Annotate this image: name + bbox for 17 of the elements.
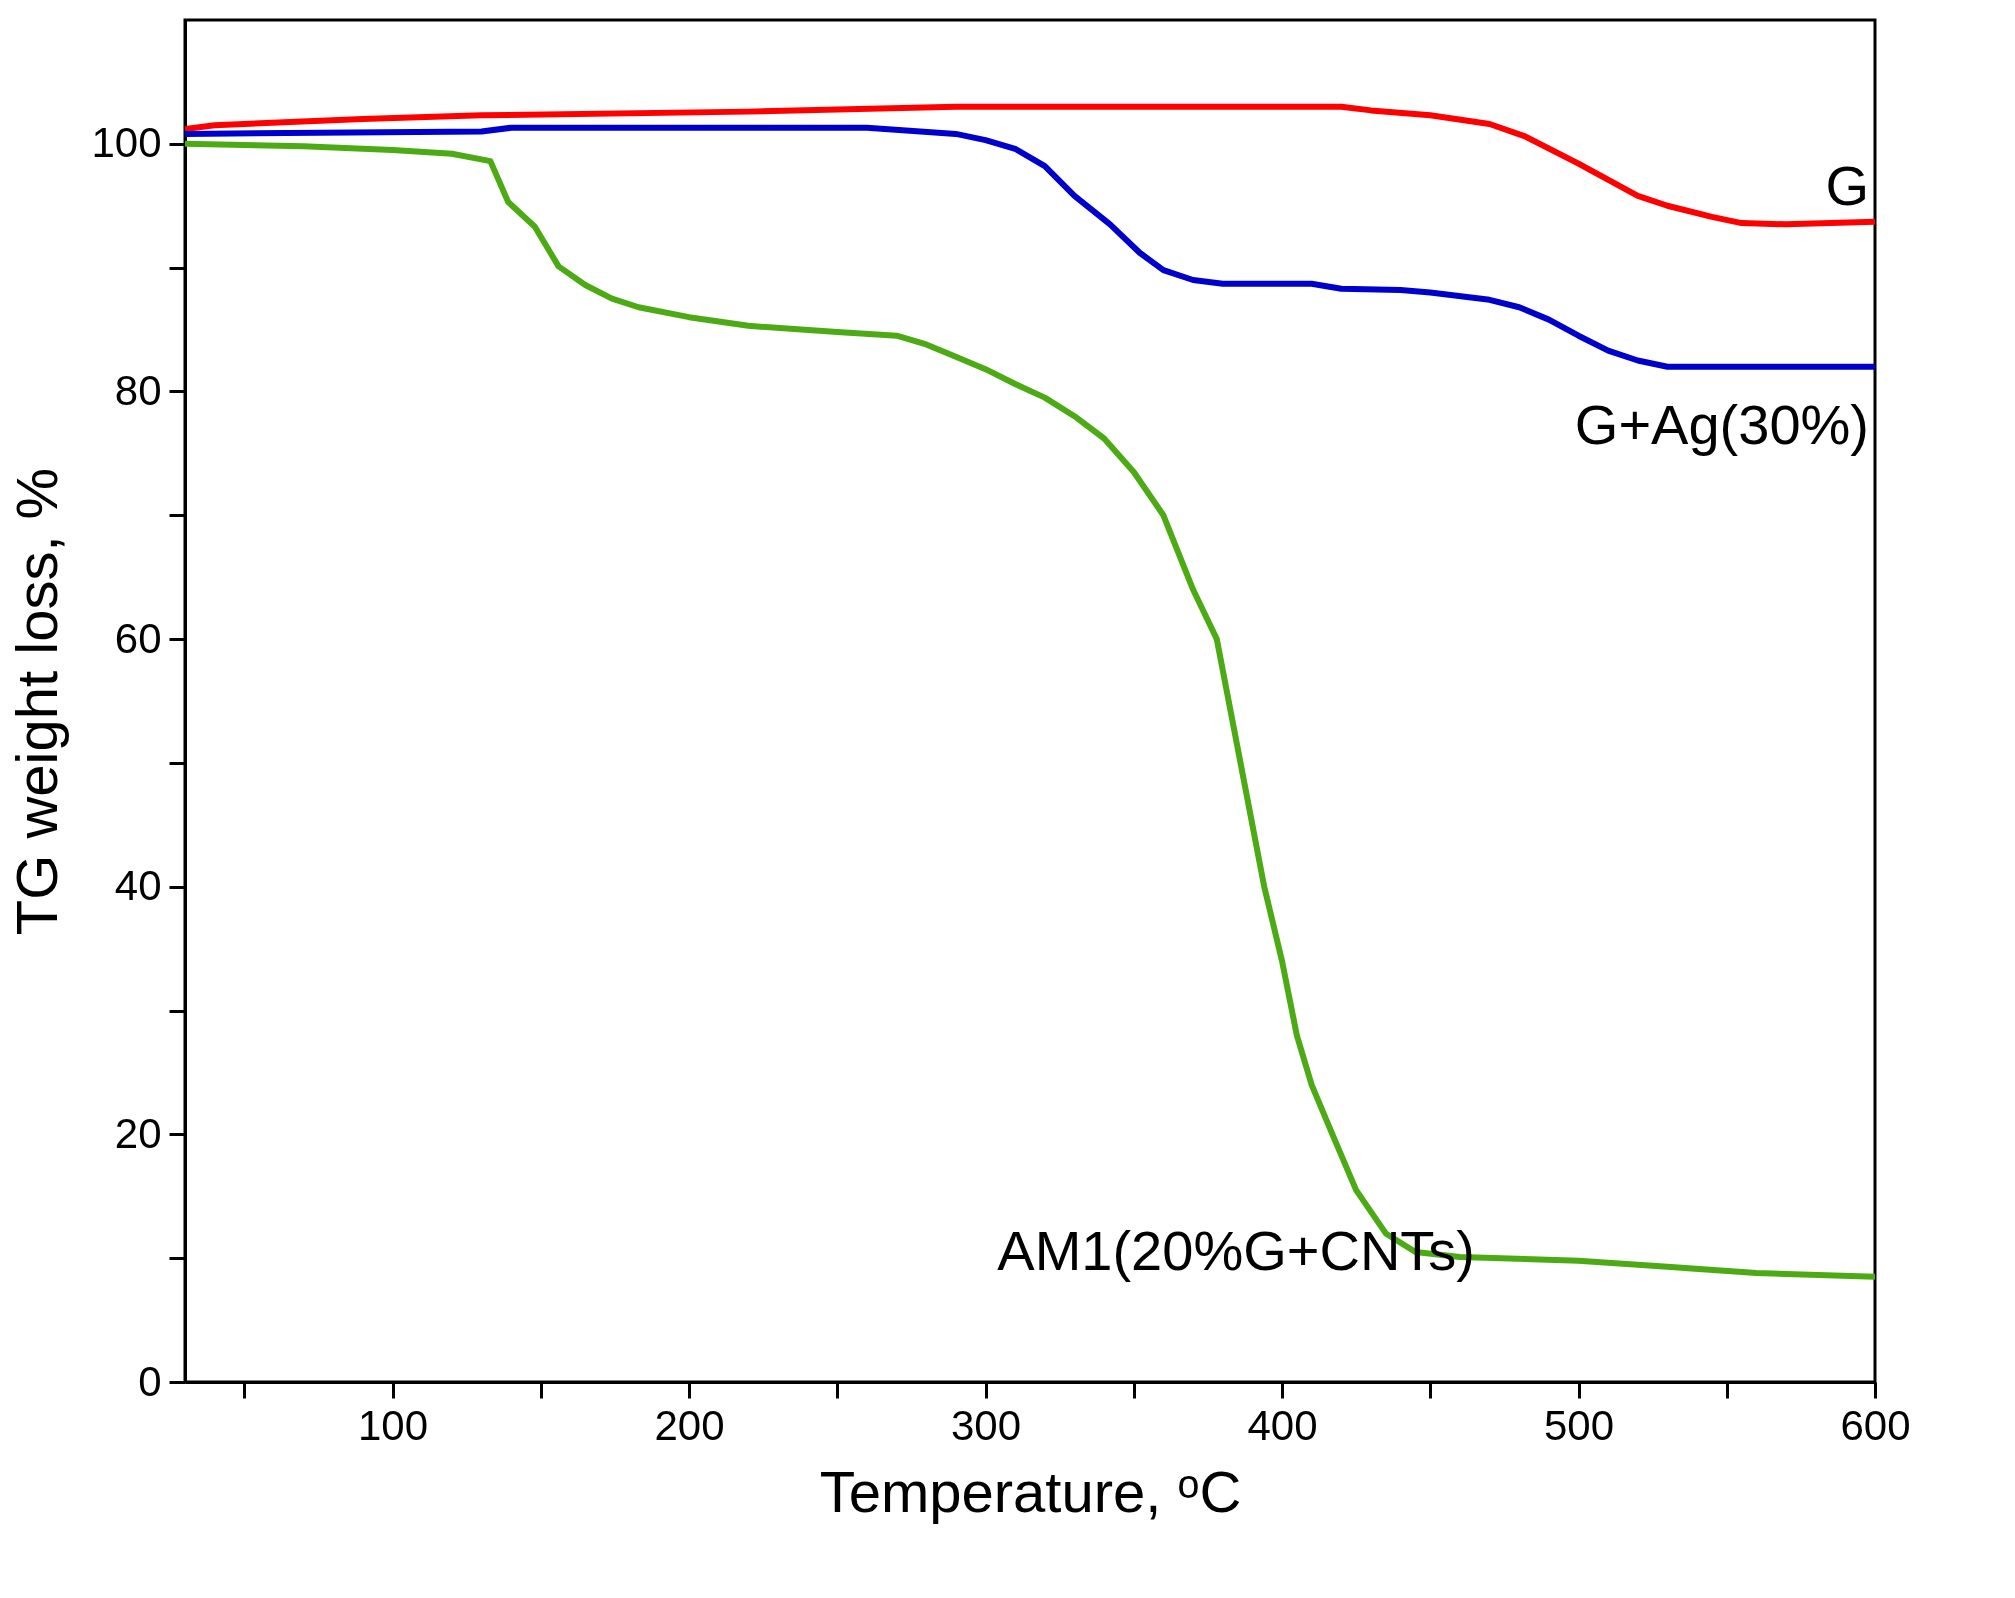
y-tick-label: 40	[114, 862, 162, 910]
x-tick-label: 200	[654, 1401, 725, 1449]
series-label: AM1(20%G+CNTs)	[997, 1218, 1475, 1282]
y-tick-label: 100	[91, 119, 162, 167]
y-tick-label: 0	[138, 1357, 162, 1405]
y-tick-label: 20	[114, 1109, 162, 1157]
y-tick-label: 80	[114, 366, 162, 414]
x-tick-label: 400	[1247, 1401, 1318, 1449]
y-tick-label: 60	[114, 614, 162, 662]
series-label: G+Ag(30%)	[1574, 392, 1869, 456]
x-tick-label: 300	[950, 1401, 1022, 1449]
x-tick-label: 600	[1840, 1401, 1911, 1449]
series-label: G	[1825, 153, 1869, 217]
x-tick-label: 500	[1543, 1401, 1615, 1449]
x-axis-title: Temperature, ᵒC	[819, 1458, 1242, 1524]
x-tick-label: 100	[358, 1401, 429, 1449]
y-axis-title: TG weight loss, %	[4, 467, 70, 936]
